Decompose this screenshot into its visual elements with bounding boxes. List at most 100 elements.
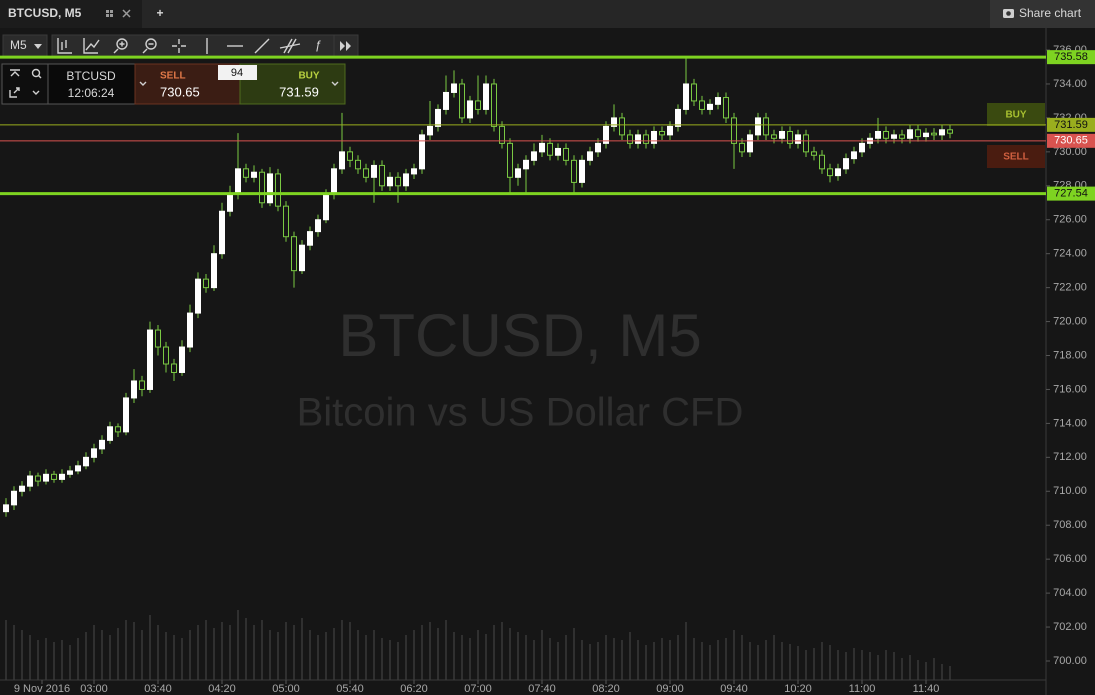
tool-icon[interactable] — [116, 38, 128, 50]
candle-body — [339, 151, 345, 170]
candle-body — [403, 173, 409, 187]
volume-bar — [61, 640, 63, 680]
volume-bar — [189, 630, 191, 680]
tab-icons[interactable] — [106, 9, 131, 18]
tool-icon[interactable] — [279, 38, 301, 54]
volume-bar — [677, 635, 679, 680]
share-label[interactable]: Share chart — [1019, 6, 1082, 20]
volume-bar — [29, 635, 31, 680]
volume-bar — [421, 625, 423, 680]
popout-icon[interactable] — [9, 87, 20, 98]
y-tick-label: 730.00 — [1053, 146, 1087, 158]
watermark-symbol: BTCUSD, M5 — [338, 302, 701, 369]
side-sell-button[interactable] — [987, 145, 1045, 168]
volume-bar — [533, 640, 535, 680]
volume-bar — [717, 640, 719, 680]
volume-bar — [277, 632, 279, 680]
candle-body — [99, 439, 105, 450]
candle-body — [187, 312, 193, 348]
candle-body — [715, 97, 721, 105]
candle-body — [595, 142, 601, 153]
price-level-tag — [1047, 186, 1095, 201]
symbol-box[interactable] — [47, 63, 136, 105]
candle-body — [123, 397, 129, 433]
volume-bar — [685, 622, 687, 680]
candle-body — [707, 103, 713, 110]
price-level-label: 731.59 — [1054, 119, 1088, 131]
x-tick-label: 03:40 — [144, 683, 172, 695]
candle-body — [59, 473, 65, 480]
candle-body — [139, 380, 145, 390]
volume-bar — [141, 630, 143, 680]
y-tick-label: 702.00 — [1053, 621, 1087, 633]
tool-icon[interactable] — [145, 38, 157, 50]
side-buy-button[interactable] — [987, 103, 1045, 126]
candle-body — [331, 168, 337, 195]
candle-body — [27, 475, 33, 487]
tool-icon[interactable] — [172, 39, 186, 53]
candle-body — [155, 329, 161, 348]
candle-body — [483, 83, 489, 110]
price-level-label: 730.65 — [1054, 135, 1088, 147]
volume-bar — [165, 632, 167, 680]
candle-body — [931, 132, 937, 136]
volume-bar — [597, 642, 599, 680]
volume-bar — [613, 638, 615, 680]
candle-body — [11, 490, 17, 506]
add-tab[interactable]: + — [156, 6, 163, 20]
volume-bar — [69, 645, 71, 680]
candle-body — [371, 164, 377, 178]
candle-body — [795, 134, 801, 144]
candle-body — [787, 130, 793, 144]
sell-price: 730.65 — [160, 84, 200, 99]
candle-body — [563, 147, 569, 161]
expand-icon[interactable] — [32, 90, 40, 95]
candle-body — [587, 151, 593, 161]
x-tick-label: 07:40 — [528, 683, 556, 695]
tab[interactable] — [0, 0, 142, 28]
tool-icon[interactable] — [142, 43, 154, 54]
volume-bar — [77, 638, 79, 680]
volume-bar — [221, 622, 223, 680]
buy-button[interactable] — [239, 63, 346, 105]
candle-body — [811, 151, 817, 156]
volume-bar — [861, 650, 863, 680]
volume-bar — [629, 632, 631, 680]
sell-label: SELL — [160, 71, 186, 82]
volume-bar — [757, 645, 759, 680]
volume-bar — [805, 650, 807, 680]
candle-body — [347, 151, 353, 161]
volume-bar — [581, 640, 583, 680]
search-icon[interactable] — [38, 75, 42, 79]
volume-bar — [901, 658, 903, 680]
volume-bar — [541, 630, 543, 680]
candle-body — [131, 380, 137, 399]
candle-body — [699, 100, 705, 110]
clock: 12:06:24 — [68, 86, 115, 100]
volume-bar — [477, 630, 479, 680]
candle-body — [843, 158, 849, 170]
tool-icon[interactable]: ƒ — [315, 38, 322, 52]
volume-bar — [781, 642, 783, 680]
tool-icon[interactable] — [113, 41, 125, 54]
volume-bar — [205, 620, 207, 680]
toolbar: M5 ƒ — [2, 34, 359, 58]
candle-body — [611, 117, 617, 127]
candle-body — [267, 173, 273, 204]
collapse-icon[interactable] — [10, 69, 20, 77]
tool-icon[interactable] — [57, 38, 72, 54]
volume-bar — [509, 628, 511, 680]
candle-body — [675, 108, 681, 127]
volume-bar — [493, 625, 495, 680]
tool-icon[interactable] — [83, 38, 100, 54]
candle-body — [379, 164, 385, 187]
tool-icon[interactable] — [254, 38, 270, 54]
side-sell-label: SELL — [1003, 152, 1029, 163]
volume-bar — [285, 622, 287, 680]
volume-bar — [149, 615, 151, 680]
search-icon[interactable] — [31, 68, 41, 78]
candle-body — [171, 363, 177, 373]
candle-body — [499, 125, 505, 144]
price-level-tag — [1047, 133, 1095, 148]
